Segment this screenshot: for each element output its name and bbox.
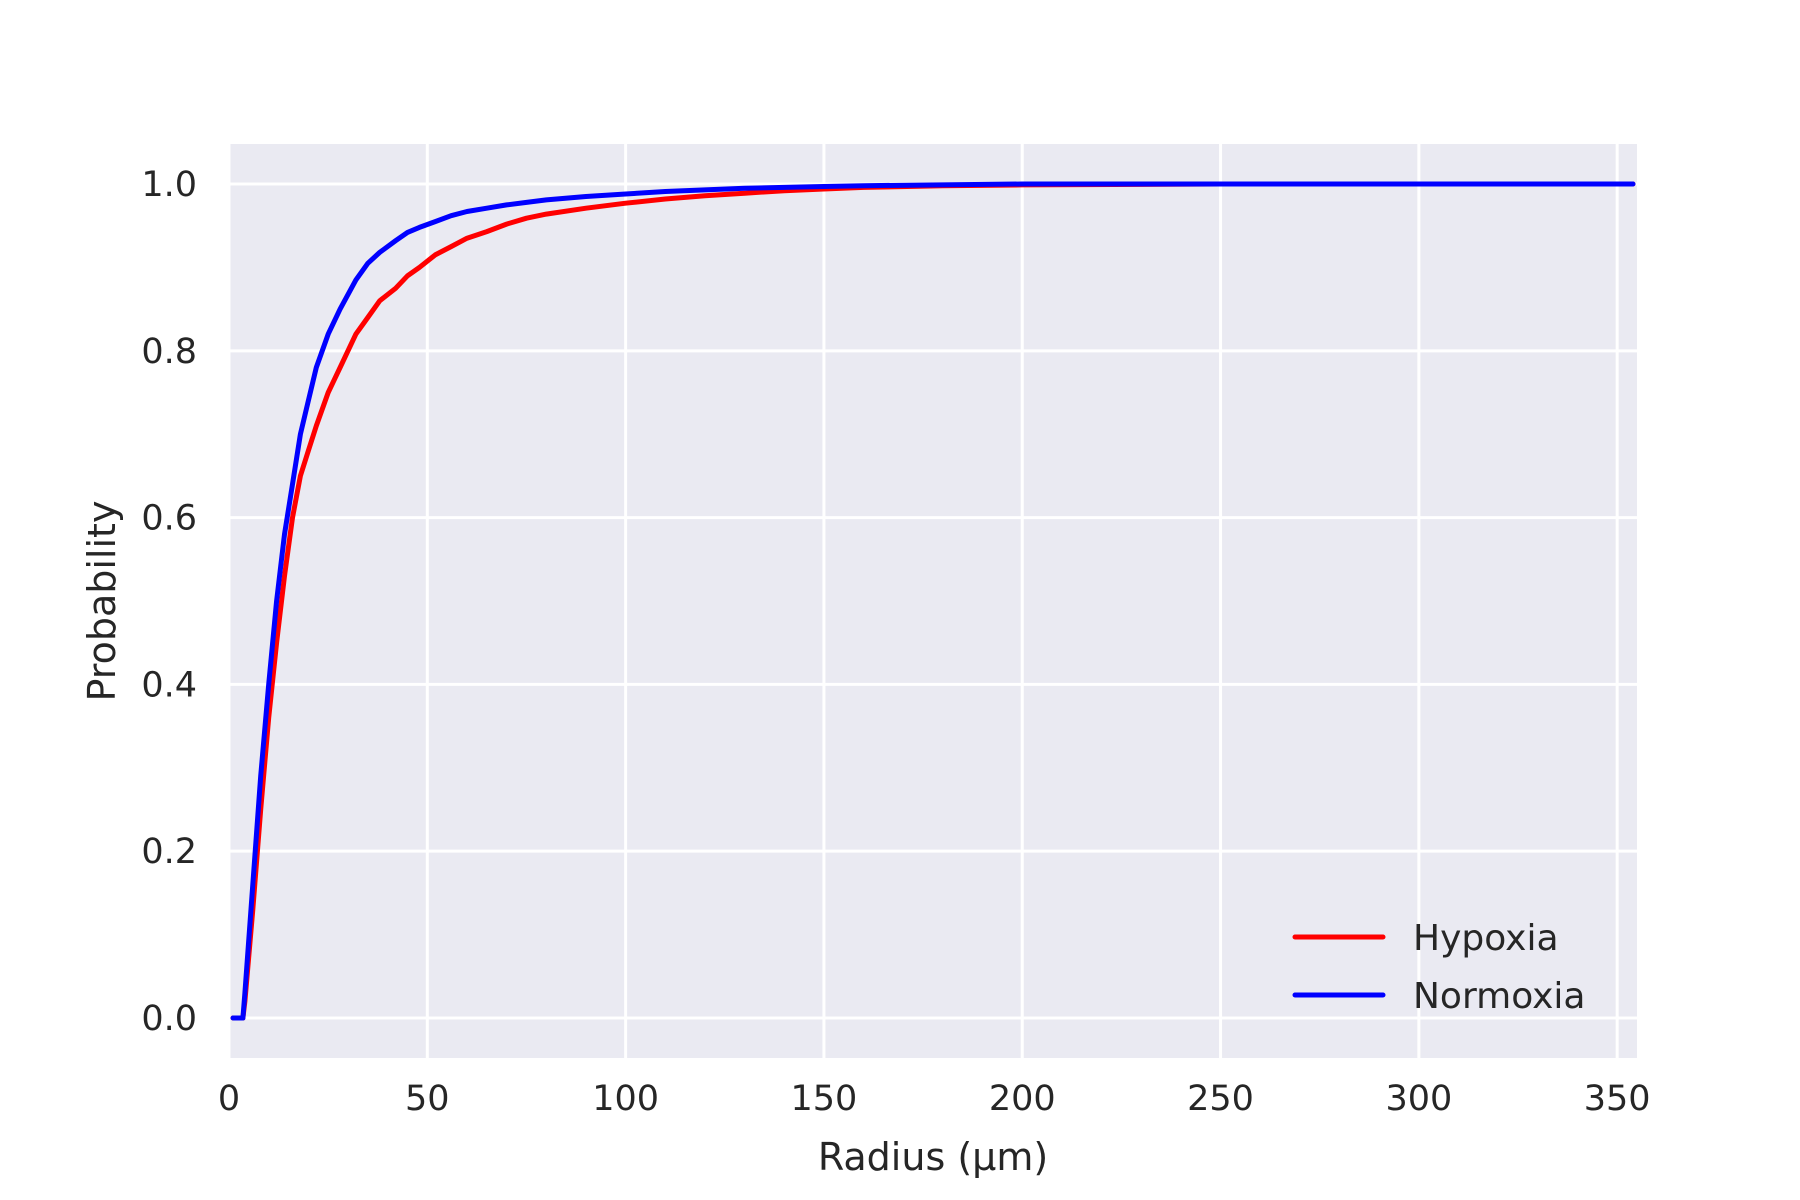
y-tick-label: 0.4 — [141, 665, 197, 705]
x-gridlines — [227, 144, 1619, 1058]
legend-label: Normoxia — [1413, 976, 1585, 1017]
legend-label: Hypoxia — [1413, 918, 1559, 959]
x-tick-label: 300 — [1385, 1079, 1452, 1119]
y-tick-label: 0.0 — [141, 999, 197, 1039]
y-tick-labels: 0.0 0.2 0.4 0.6 0.8 1.0 — [141, 165, 197, 1039]
legend: Hypoxia Normoxia — [1292, 918, 1585, 1017]
y-tick-label: 0.6 — [141, 499, 197, 539]
x-tick-label: 350 — [1584, 1079, 1651, 1119]
series-line-hypoxia — [230, 181, 1636, 1021]
y-tick-label: 0.2 — [141, 832, 197, 872]
y-tick-label: 0.8 — [141, 332, 197, 372]
y-tick-label: 1.0 — [141, 165, 197, 205]
x-tick-label: 250 — [1187, 1079, 1254, 1119]
series-line-normoxia — [230, 181, 1636, 1021]
x-tick-label: 150 — [791, 1079, 858, 1119]
y-axis-title: Probability — [80, 501, 124, 702]
series-layer — [230, 181, 1636, 1021]
x-tick-label: 50 — [405, 1079, 450, 1119]
plot-area — [229, 144, 1637, 1058]
x-tick-label: 100 — [592, 1079, 659, 1119]
x-tick-label: 200 — [989, 1079, 1056, 1119]
x-tick-labels: 0 50 100 150 200 250 300 350 — [218, 1079, 1651, 1119]
x-axis-title: Radius (µm) — [818, 1135, 1048, 1179]
x-tick-label: 0 — [218, 1079, 240, 1119]
